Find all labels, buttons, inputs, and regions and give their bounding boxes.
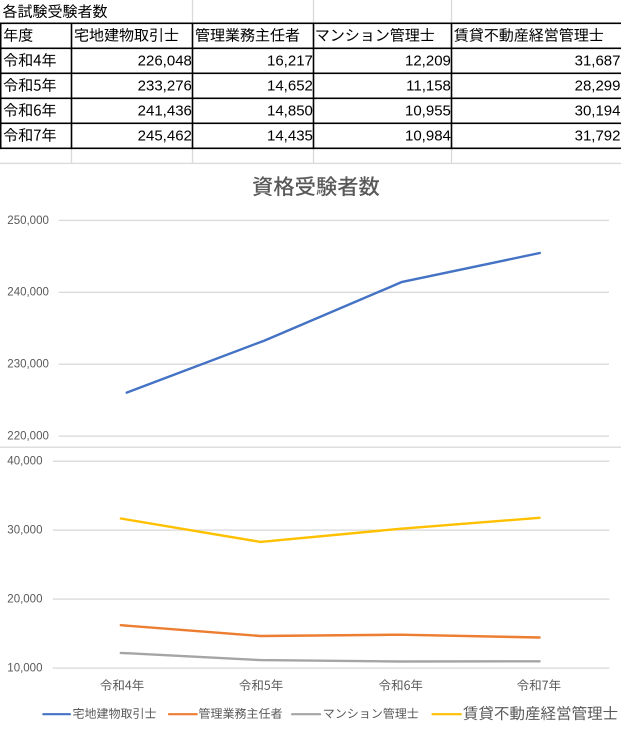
svg-text:240,000: 240,000 <box>7 287 49 299</box>
svg-text:220,000: 220,000 <box>7 431 49 443</box>
svg-text:14,850: 14,850 <box>267 102 313 119</box>
svg-text:10,984: 10,984 <box>405 127 451 144</box>
svg-text:233,276: 233,276 <box>138 77 192 94</box>
svg-text:245,462: 245,462 <box>138 127 192 144</box>
svg-text:30,194: 30,194 <box>575 102 621 119</box>
svg-text:230,000: 230,000 <box>7 359 49 371</box>
svg-text:12,209: 12,209 <box>405 52 451 69</box>
svg-text:11,158: 11,158 <box>406 77 451 94</box>
svg-text:10,000: 10,000 <box>7 663 42 675</box>
svg-text:16,217: 16,217 <box>267 52 313 69</box>
svg-text:40,000: 40,000 <box>7 456 42 468</box>
svg-text:14,435: 14,435 <box>267 127 313 144</box>
svg-text:250,000: 250,000 <box>7 215 49 227</box>
svg-text:31,792: 31,792 <box>575 127 621 144</box>
svg-text:10,955: 10,955 <box>405 102 451 119</box>
svg-text:20,000: 20,000 <box>7 594 42 606</box>
svg-text:31,687: 31,687 <box>575 52 621 69</box>
svg-text:14,652: 14,652 <box>267 77 313 94</box>
svg-text:30,000: 30,000 <box>7 525 42 537</box>
svg-text:226,048: 226,048 <box>138 52 192 69</box>
svg-text:241,436: 241,436 <box>138 102 192 119</box>
svg-text:28,299: 28,299 <box>575 77 621 94</box>
